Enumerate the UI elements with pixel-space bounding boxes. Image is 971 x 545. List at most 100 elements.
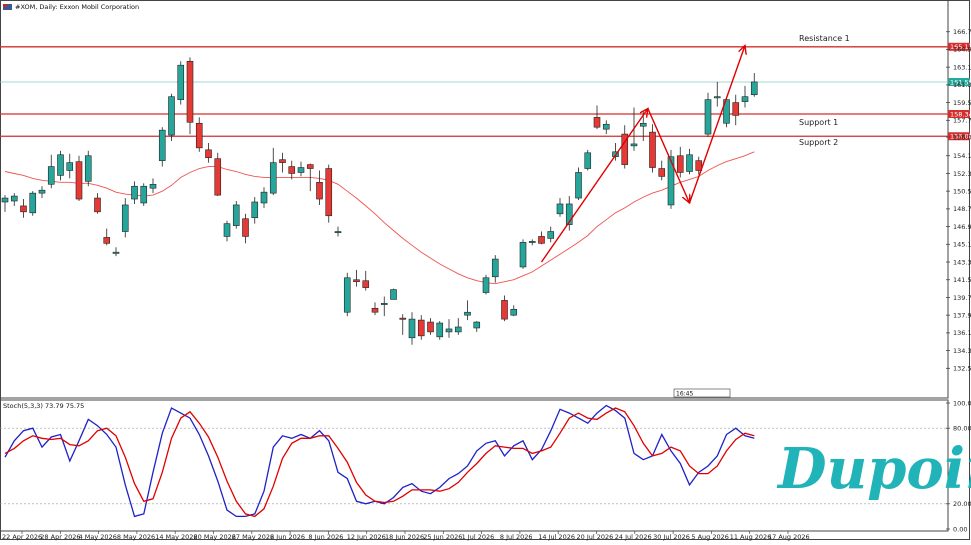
- candle[interactable]: [750, 73, 758, 97]
- candle[interactable]: [556, 198, 564, 217]
- candle-body: [538, 236, 545, 244]
- candle[interactable]: [140, 183, 148, 206]
- candle[interactable]: [316, 170, 323, 205]
- candle[interactable]: [649, 124, 656, 173]
- trend-arrow-1[interactable]: [647, 108, 690, 202]
- stoch-pane[interactable]: [0, 399, 949, 532]
- candle-body: [75, 161, 83, 200]
- candle[interactable]: [195, 117, 203, 152]
- candle[interactable]: [75, 155, 83, 202]
- candle[interactable]: [57, 150, 64, 181]
- price-axis: 166.70 164.90 163.10 161.30 159.50 157.70 156.…: [946, 28, 971, 373]
- price-tick-label: 154.10: [953, 152, 971, 160]
- candle[interactable]: [704, 92, 712, 138]
- candle[interactable]: [658, 160, 666, 181]
- candle[interactable]: [223, 220, 231, 242]
- candle[interactable]: [390, 288, 397, 300]
- candle[interactable]: [575, 167, 582, 201]
- candle[interactable]: [112, 247, 120, 257]
- candle[interactable]: [232, 201, 240, 229]
- candle[interactable]: [177, 61, 185, 105]
- candle[interactable]: [686, 148, 693, 175]
- candle[interactable]: [399, 314, 407, 335]
- candle[interactable]: [713, 81, 721, 107]
- candle[interactable]: [454, 318, 462, 335]
- candle[interactable]: [325, 164, 333, 223]
- trend-arrow-0[interactable]: [540, 108, 648, 263]
- candle[interactable]: [510, 305, 518, 317]
- candle-body: [593, 117, 601, 128]
- time-tick-label: 1 Jul 2026: [462, 533, 495, 541]
- candle-body: [168, 96, 175, 136]
- candle[interactable]: [242, 213, 249, 244]
- candle[interactable]: [538, 231, 545, 245]
- price-tick-label: 134.30: [953, 347, 971, 355]
- candle[interactable]: [427, 318, 434, 335]
- candle[interactable]: [353, 269, 360, 287]
- candle[interactable]: [297, 161, 305, 177]
- candle[interactable]: [103, 228, 111, 246]
- candle[interactable]: [47, 154, 55, 189]
- candle[interactable]: [158, 127, 166, 167]
- candle[interactable]: [528, 239, 536, 246]
- candle[interactable]: [602, 120, 610, 135]
- candle[interactable]: [251, 197, 259, 224]
- candle[interactable]: [66, 153, 74, 179]
- candle[interactable]: [260, 187, 268, 208]
- candle[interactable]: [473, 321, 481, 332]
- candle[interactable]: [436, 321, 444, 340]
- level-price-label-0: 165.17: [950, 43, 971, 51]
- candle[interactable]: [482, 274, 490, 295]
- price-pane[interactable]: [0, 0, 949, 399]
- candle[interactable]: [168, 93, 175, 141]
- candle[interactable]: [593, 105, 601, 130]
- candle[interactable]: [279, 152, 286, 173]
- candle[interactable]: [621, 125, 629, 169]
- candle[interactable]: [334, 226, 342, 237]
- time-tick-label: 4 May 2026: [79, 533, 117, 541]
- candle[interactable]: [371, 302, 379, 316]
- candle[interactable]: [519, 239, 527, 269]
- candle[interactable]: [149, 178, 157, 194]
- candle[interactable]: [491, 255, 499, 283]
- candle[interactable]: [501, 295, 508, 322]
- stoch-tick-label: 0.00: [953, 525, 967, 533]
- candle[interactable]: [547, 226, 555, 243]
- candle[interactable]: [205, 142, 212, 163]
- candle[interactable]: [380, 296, 388, 317]
- candle[interactable]: [584, 149, 592, 171]
- candle[interactable]: [408, 312, 416, 345]
- candle[interactable]: [10, 193, 18, 206]
- candle[interactable]: [343, 272, 351, 317]
- candle[interactable]: [667, 149, 675, 209]
- candle[interactable]: [565, 196, 573, 231]
- trend-arrow-2[interactable]: [688, 46, 746, 204]
- candle[interactable]: [445, 319, 453, 338]
- candle-body: [436, 322, 444, 338]
- stoch-tick-label: 80.00: [953, 425, 971, 433]
- candle[interactable]: [1, 195, 9, 212]
- candle[interactable]: [732, 94, 740, 126]
- candle[interactable]: [186, 57, 194, 135]
- candle[interactable]: [121, 198, 129, 238]
- candle[interactable]: [214, 152, 222, 197]
- candle-body: [602, 123, 610, 130]
- candle[interactable]: [741, 85, 749, 108]
- candle[interactable]: [362, 270, 370, 291]
- candle[interactable]: [84, 150, 92, 187]
- candle[interactable]: [20, 199, 27, 218]
- candle[interactable]: [464, 300, 471, 321]
- candle[interactable]: [94, 193, 101, 214]
- candle[interactable]: [269, 147, 277, 196]
- candle[interactable]: [131, 181, 138, 204]
- candle[interactable]: [676, 146, 684, 178]
- price-tick-label: 148.70: [953, 205, 971, 213]
- candle-body: [158, 129, 166, 161]
- candle[interactable]: [306, 163, 314, 192]
- candle[interactable]: [288, 160, 296, 180]
- candle[interactable]: [29, 191, 37, 216]
- candle[interactable]: [38, 186, 46, 199]
- candle[interactable]: [417, 315, 425, 340]
- candle-body: [186, 60, 194, 123]
- candle[interactable]: [695, 156, 703, 175]
